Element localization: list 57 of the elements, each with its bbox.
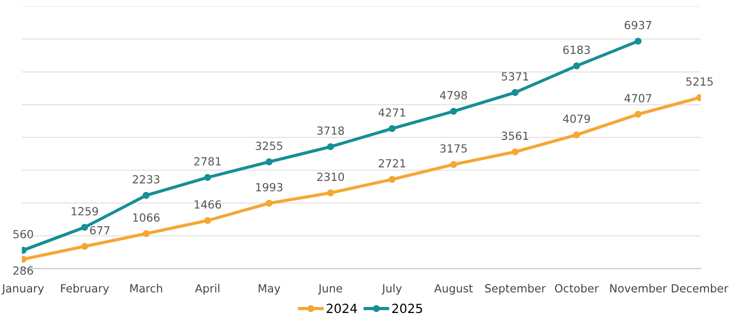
x-tick-label: August bbox=[434, 284, 473, 295]
point bbox=[512, 89, 519, 96]
x-tick-label: January bbox=[1, 284, 44, 295]
legend-label: 2025 bbox=[392, 304, 422, 314]
point bbox=[266, 200, 273, 207]
data-label: 560 bbox=[13, 230, 33, 238]
point bbox=[204, 217, 212, 224]
point bbox=[204, 174, 212, 181]
x-tick-label: May bbox=[258, 284, 280, 295]
data-label: 5371 bbox=[502, 72, 528, 81]
data-label: 4079 bbox=[562, 114, 590, 123]
data-label: 3175 bbox=[440, 144, 467, 153]
point bbox=[142, 230, 150, 238]
data-label: 3718 bbox=[317, 126, 344, 135]
data-label: 5215 bbox=[686, 77, 713, 86]
x-tick-label: December bbox=[672, 284, 728, 292]
point bbox=[573, 131, 580, 138]
x-tick-label: September bbox=[485, 284, 546, 295]
data-label: 1993 bbox=[256, 182, 282, 192]
data-label: 677 bbox=[90, 226, 110, 235]
point bbox=[388, 176, 396, 183]
data-label: 4707 bbox=[624, 94, 652, 102]
point bbox=[634, 110, 642, 118]
data-label: 2233 bbox=[132, 175, 160, 184]
data-label: 286 bbox=[13, 266, 34, 275]
point bbox=[450, 161, 458, 168]
data-label: 1466 bbox=[194, 200, 222, 209]
x-tick-label: June bbox=[318, 284, 342, 295]
x-tick-label: February bbox=[61, 284, 109, 295]
point bbox=[327, 189, 334, 196]
x-tick-label: July bbox=[382, 284, 402, 295]
point bbox=[81, 242, 88, 250]
data-label: 3561 bbox=[502, 132, 528, 140]
point bbox=[512, 148, 519, 156]
point bbox=[634, 38, 642, 45]
point bbox=[327, 143, 334, 150]
data-label: 3255 bbox=[256, 142, 282, 150]
point bbox=[450, 108, 458, 115]
data-label: 2721 bbox=[378, 159, 406, 168]
x-tick-label: April bbox=[195, 284, 220, 295]
x-tick-label: November bbox=[610, 284, 667, 292]
data-label: 4798 bbox=[440, 91, 467, 100]
point bbox=[142, 192, 150, 199]
data-label: 2310 bbox=[317, 172, 344, 181]
data-label: 2781 bbox=[194, 157, 221, 166]
data-label: 6937 bbox=[624, 20, 652, 30]
point bbox=[573, 62, 580, 70]
point bbox=[266, 158, 273, 166]
data-label: 1066 bbox=[133, 213, 160, 222]
legend-label: 2024 bbox=[326, 304, 357, 314]
data-label: 6183 bbox=[563, 46, 590, 54]
point bbox=[388, 125, 396, 132]
x-tick-label: March bbox=[130, 284, 162, 292]
data-label: 1259 bbox=[72, 207, 98, 216]
data-label: 4271 bbox=[378, 108, 406, 117]
x-tick-label: October bbox=[554, 284, 599, 292]
point bbox=[81, 224, 88, 231]
